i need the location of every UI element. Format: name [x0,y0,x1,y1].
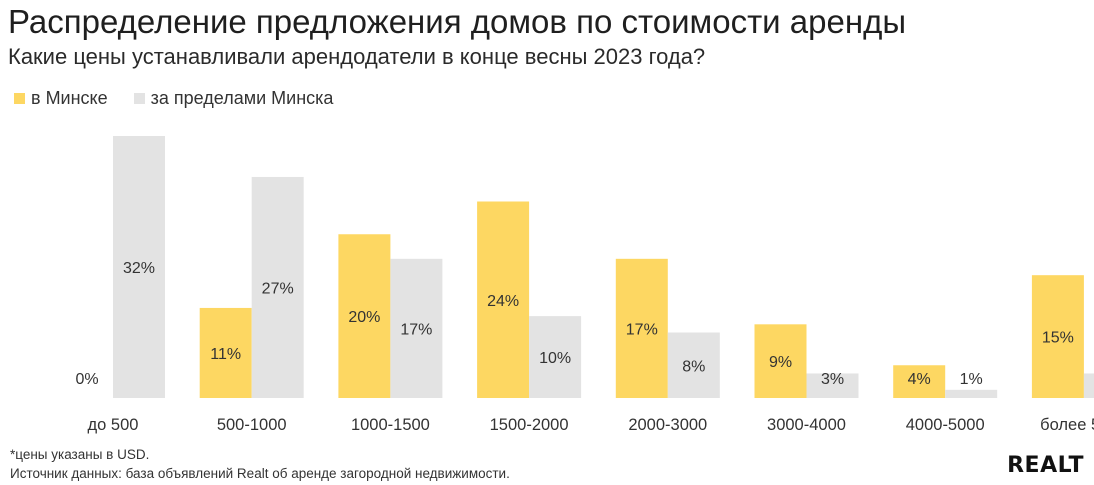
category-label-6: 4000-5000 [906,416,985,434]
bar-outside-4 [667,332,720,398]
legend-label-minsk: в Минске [31,88,108,108]
value-label-minsk-7: 15% [1042,330,1074,347]
bar-outside-1 [251,176,304,398]
chart-subtitle: Какие цены устанавливали арендодатели в … [8,44,706,69]
category-label-0: до 500 [88,416,139,434]
value-label-minsk-1: 11% [210,346,241,363]
footnote-currency: *цены указаны в USD. [10,447,150,462]
footnote-source: Источник данных: база объявлений Realt о… [10,466,510,481]
legend-item-minsk: в Минске [14,88,108,109]
value-label-outside-2: 17% [400,321,432,338]
bar-minsk-7 [1031,275,1084,398]
bar-outside-5 [806,373,859,398]
bar-minsk-2 [338,234,391,398]
bar-minsk-1 [199,307,252,398]
value-label-minsk-4: 17% [626,321,658,338]
category-label-4: 2000-3000 [628,416,707,434]
bar-outside-2 [390,258,443,398]
bar-minsk-6 [893,365,946,398]
bar-outside-3 [529,316,582,398]
legend-label-outside: за пределами Минска [150,88,334,108]
value-label-minsk-3: 24% [487,293,519,310]
chart-title: Распределение предложения домов по стоим… [8,3,907,40]
category-label-5: 3000-4000 [767,416,846,434]
value-label-minsk-2: 20% [348,309,380,326]
bar-outside-0 [113,136,165,398]
legend-swatch-outside [133,93,145,104]
category-label-3: 1500-2000 [490,416,569,434]
bar-minsk-4 [615,258,668,398]
value-label-minsk-0: 0% [75,371,98,388]
realt-logo: REALT [1007,453,1084,478]
bar-minsk-3 [477,201,530,398]
value-label-outside-0: 32% [123,260,155,277]
value-label-outside-3: 10% [539,350,571,367]
legend-item-outside: за пределами Минска [133,88,334,109]
category-label-2: 1000-1500 [351,416,430,434]
category-label-7: более 5000 [1040,416,1094,434]
bar-outside-6 [945,389,998,398]
bar-minsk-5 [754,324,807,398]
legend-swatch-minsk [14,93,25,104]
value-label-outside-5: 3% [821,371,844,388]
legend: в Минске за пределами Минска [14,88,359,109]
category-label-1: 500-1000 [217,416,287,434]
value-label-outside-1: 27% [262,280,294,297]
value-label-outside-6: 1% [960,371,983,388]
value-label-minsk-6: 4% [908,371,931,388]
value-label-outside-4: 8% [682,358,705,375]
bar-outside-7 [1083,373,1094,398]
value-label-minsk-5: 9% [769,354,792,371]
